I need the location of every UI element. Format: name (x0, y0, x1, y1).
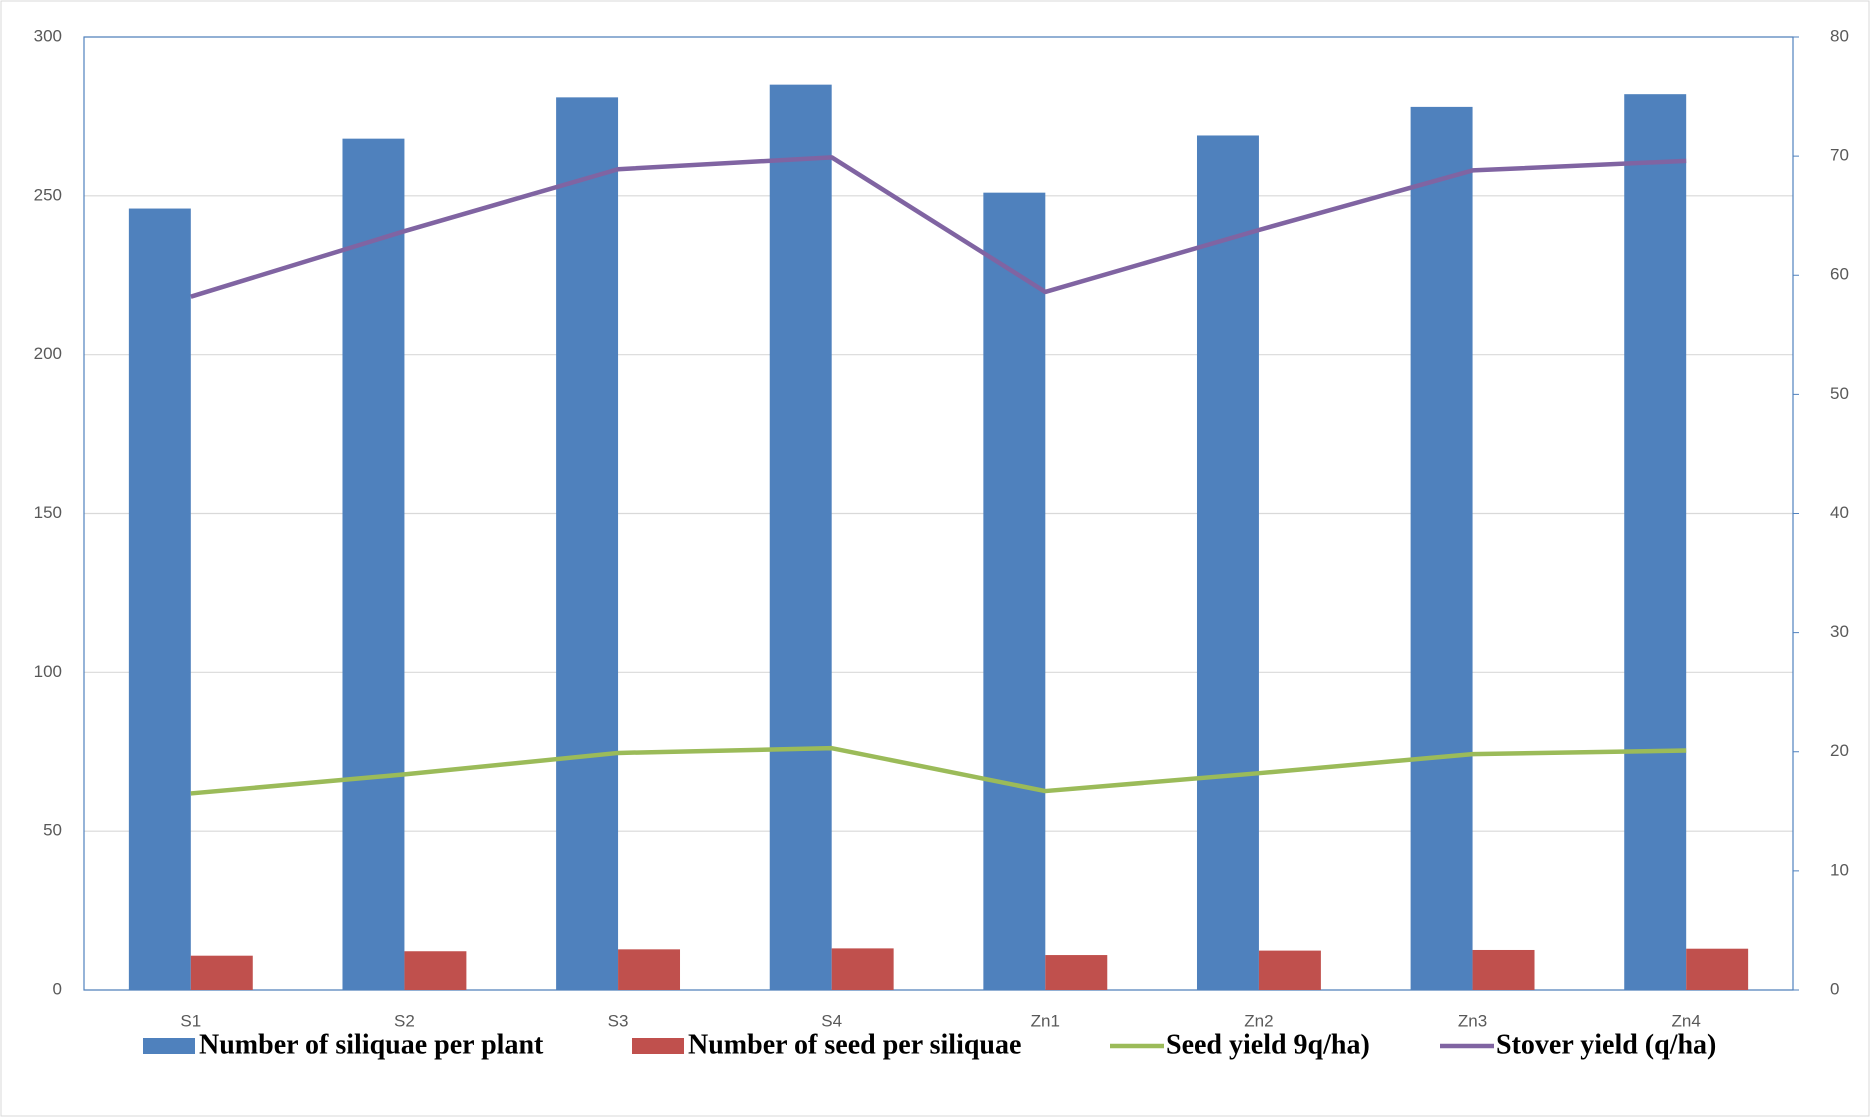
y2-tick-label: 40 (1830, 503, 1849, 522)
x-tick-label: Zn4 (1672, 1011, 1701, 1030)
legend-swatch (143, 1038, 195, 1054)
legend-label: Number of seed per siliquae (688, 1029, 1021, 1060)
x-tick-label: S2 (394, 1011, 415, 1030)
x-tick-label: Zn3 (1458, 1011, 1487, 1030)
bar (128, 208, 191, 991)
line (190, 155, 1687, 299)
y-tick-label: 300 (34, 26, 62, 45)
y-tick-label: 250 (34, 185, 62, 204)
y2-tick-label: 70 (1830, 146, 1849, 165)
bar (1196, 135, 1259, 990)
legend-label: Number of siliquae per plant (199, 1029, 544, 1060)
x-tick-label: Zn2 (1244, 1011, 1273, 1030)
y2-tick-label: 30 (1830, 622, 1849, 641)
y2-tick-label: 10 (1830, 860, 1849, 879)
y2-tick-label: 60 (1830, 265, 1849, 284)
bar (190, 955, 253, 990)
legend-label: Seed yield 9q/ha) (1166, 1029, 1370, 1060)
y-tick-label: 150 (34, 503, 62, 522)
bar (831, 948, 894, 990)
y-tick-label: 50 (43, 821, 62, 840)
bar (1258, 950, 1321, 990)
y-tick-label: 0 (53, 979, 62, 998)
bar (404, 951, 467, 990)
bar (556, 97, 619, 990)
y2-tick-label: 0 (1830, 979, 1839, 998)
x-tick-label: Zn1 (1031, 1011, 1060, 1030)
legend-label: Stover yield (q/ha) (1496, 1029, 1716, 1060)
bar (1045, 955, 1108, 990)
y2-tick-label: 80 (1830, 26, 1849, 45)
y2-tick-label: 50 (1830, 384, 1849, 403)
y2-tick-label: 20 (1830, 741, 1849, 760)
bar (618, 949, 681, 990)
bar (769, 84, 832, 990)
x-tick-label: S3 (608, 1011, 629, 1030)
bar (1410, 106, 1473, 991)
bar (342, 138, 405, 991)
plot-frame (83, 36, 1794, 991)
x-tick-label: S4 (821, 1011, 842, 1030)
y-tick-label: 200 (34, 344, 62, 363)
bar (983, 192, 1046, 990)
x-tick-label: S1 (180, 1011, 201, 1030)
legend-swatch (632, 1038, 684, 1054)
y-tick-label: 100 (34, 662, 62, 681)
bar (1624, 94, 1687, 991)
line (190, 745, 1687, 796)
bar (1472, 949, 1535, 990)
bar (1686, 948, 1749, 990)
